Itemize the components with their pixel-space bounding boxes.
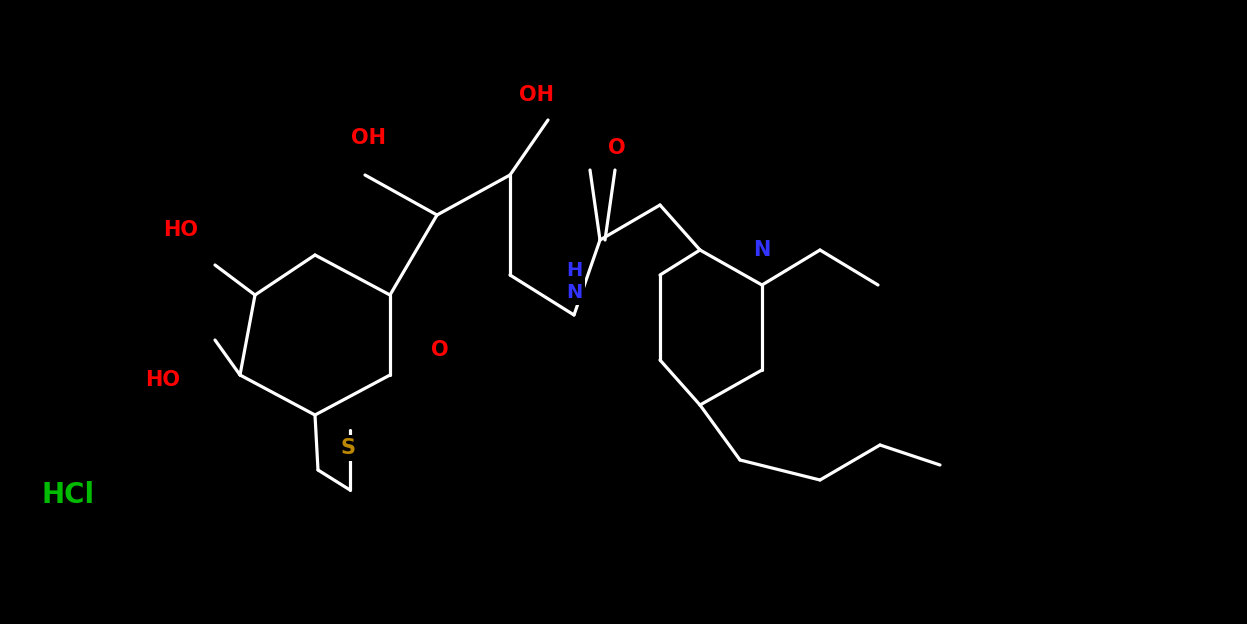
Text: HCl: HCl [41,481,95,509]
Text: OH: OH [350,128,385,148]
Text: HO: HO [145,370,180,390]
Text: H
N: H N [566,261,582,303]
Text: N: N [753,240,771,260]
Text: O: O [609,138,626,158]
Text: OH: OH [520,85,555,105]
Text: O: O [431,340,449,360]
Text: HO: HO [163,220,198,240]
Text: S: S [340,438,355,458]
